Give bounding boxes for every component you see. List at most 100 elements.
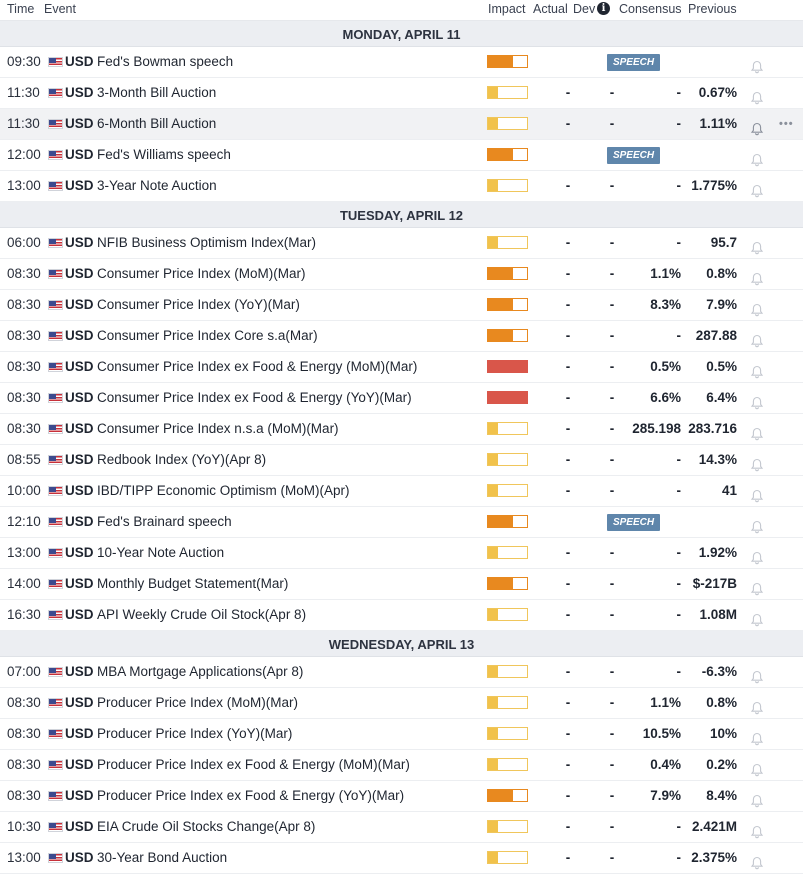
event-name[interactable]: Fed's Brainard speech bbox=[97, 514, 232, 529]
bell-icon[interactable] bbox=[750, 820, 764, 839]
event-row[interactable]: 09:30 USD Fed's Bowman speech SPEECH bbox=[0, 47, 803, 78]
event-name[interactable]: 3-Year Note Auction bbox=[97, 178, 217, 193]
bell-icon[interactable] bbox=[750, 179, 764, 198]
event-name[interactable]: 3-Month Bill Auction bbox=[97, 85, 217, 100]
event-consensus: - bbox=[676, 483, 682, 498]
event-actual: - bbox=[565, 421, 571, 436]
event-name[interactable]: 6-Month Bill Auction bbox=[97, 116, 217, 131]
event-time: 06:00 bbox=[7, 235, 41, 250]
bell-icon[interactable] bbox=[750, 515, 764, 534]
event-dev: - bbox=[609, 297, 615, 312]
event-name[interactable]: Redbook Index (YoY)(Apr 8) bbox=[97, 452, 267, 467]
bell-icon[interactable] bbox=[750, 86, 764, 105]
bell-icon[interactable] bbox=[750, 758, 764, 777]
header-impact[interactable]: Impact bbox=[488, 2, 526, 16]
bell-icon[interactable] bbox=[750, 360, 764, 379]
bell-icon[interactable] bbox=[750, 577, 764, 596]
event-row[interactable]: 08:30 USD Producer Price Index ex Food & E… bbox=[0, 750, 803, 781]
event-row[interactable]: 07:00 USD MBA Mortgage Applications(Apr 8)… bbox=[0, 657, 803, 688]
event-row[interactable]: 08:30 USD Consumer Price Index ex Food & E… bbox=[0, 352, 803, 383]
event-name[interactable]: Fed's Williams speech bbox=[97, 147, 231, 162]
event-name[interactable]: Consumer Price Index Core s.a(Mar) bbox=[97, 328, 318, 343]
event-name[interactable]: Consumer Price Index (YoY)(Mar) bbox=[97, 297, 300, 312]
bell-icon[interactable] bbox=[750, 851, 764, 870]
event-consensus: - bbox=[676, 576, 682, 591]
event-row[interactable]: 08:30 USD Producer Price Index (YoY)(Mar) -… bbox=[0, 719, 803, 750]
event-name[interactable]: Consumer Price Index ex Food & Energy (M… bbox=[97, 359, 418, 374]
event-row[interactable]: 10:00 USD IBD/TIPP Economic Optimism (MoM)… bbox=[0, 476, 803, 507]
event-row[interactable]: 06:00 USD NFIB Business Optimism Index(Mar… bbox=[0, 228, 803, 259]
event-name[interactable]: Consumer Price Index n.s.a (MoM)(Mar) bbox=[97, 421, 339, 436]
event-row[interactable]: 11:30 USD 3-Month Bill Auction - - - 0.67% bbox=[0, 78, 803, 109]
event-row[interactable]: 08:30 USD Producer Price Index (MoM)(Mar) -… bbox=[0, 688, 803, 719]
bell-icon[interactable] bbox=[750, 665, 764, 684]
event-name[interactable]: Fed's Bowman speech bbox=[97, 54, 234, 69]
event-row[interactable]: 13:00 USD 10-Year Note Auction - - - 1.92% bbox=[0, 538, 803, 569]
header-time[interactable]: Time bbox=[7, 2, 35, 16]
event-row[interactable]: 08:30 USD Consumer Price Index (MoM)(Mar) -… bbox=[0, 259, 803, 290]
bell-icon[interactable] bbox=[750, 329, 764, 348]
bell-icon[interactable] bbox=[750, 546, 764, 565]
event-name[interactable]: Producer Price Index (MoM)(Mar) bbox=[97, 695, 299, 710]
day-header: WEDNESDAY, APRIL 13 bbox=[0, 631, 803, 657]
event-name[interactable]: IBD/TIPP Economic Optimism (MoM)(Apr) bbox=[97, 483, 350, 498]
event-row[interactable]: 13:00 USD 3-Year Note Auction - - -1.775% bbox=[0, 171, 803, 202]
event-name[interactable]: 10-Year Note Auction bbox=[97, 545, 225, 560]
event-name[interactable]: Consumer Price Index (MoM)(Mar) bbox=[97, 266, 306, 281]
event-previous: 2.421M bbox=[691, 819, 737, 834]
event-row[interactable]: 14:00 USD Monthly Budget Statement(Mar) - - -… bbox=[0, 569, 803, 600]
event-time: 08:30 bbox=[7, 328, 41, 343]
event-name[interactable]: NFIB Business Optimism Index(Mar) bbox=[97, 235, 317, 250]
bell-icon[interactable] bbox=[750, 789, 764, 808]
calendar-body: MONDAY, APRIL 11 09:30 USD Fed's Bowman spe… bbox=[0, 21, 803, 874]
header-consensus[interactable]: Consensus bbox=[619, 2, 682, 16]
impact-bar bbox=[487, 851, 528, 864]
event-time: 08:30 bbox=[7, 297, 41, 312]
bell-icon[interactable] bbox=[750, 453, 764, 472]
bell-icon[interactable] bbox=[750, 391, 764, 410]
event-row[interactable]: 10:30 USD EIA Crude Oil Stocks Change(Apr … bbox=[0, 812, 803, 843]
bell-icon[interactable] bbox=[750, 236, 764, 255]
event-currency: USD bbox=[65, 54, 94, 69]
event-row[interactable]: 08:30 USD Consumer Price Index (YoY)(Mar) -… bbox=[0, 290, 803, 321]
event-name[interactable]: MBA Mortgage Applications(Apr 8) bbox=[97, 664, 304, 679]
event-name[interactable]: API Weekly Crude Oil Stock(Apr 8) bbox=[97, 607, 307, 622]
event-name[interactable]: Consumer Price Index ex Food & Energy (Y… bbox=[97, 390, 412, 405]
header-event[interactable]: Event bbox=[44, 2, 76, 16]
bell-icon[interactable] bbox=[750, 696, 764, 715]
info-icon[interactable]: i bbox=[597, 2, 610, 15]
event-row[interactable]: 08:30 USD Consumer Price Index n.s.a (MoM)… bbox=[0, 414, 803, 445]
event-name[interactable]: Producer Price Index ex Food & Energy (Y… bbox=[97, 788, 405, 803]
event-row[interactable]: 08:30 USD Consumer Price Index ex Food & E… bbox=[0, 383, 803, 414]
event-name[interactable]: Monthly Budget Statement(Mar) bbox=[97, 576, 289, 591]
event-consensus: 0.4% bbox=[650, 757, 681, 772]
event-row[interactable]: 08:30 USD Producer Price Index ex Food & E… bbox=[0, 781, 803, 812]
impact-bar bbox=[487, 727, 528, 740]
header-actual[interactable]: Actual bbox=[533, 2, 568, 16]
event-row[interactable]: 16:30 USD API Weekly Crude Oil Stock(Apr 8… bbox=[0, 600, 803, 631]
event-row[interactable]: 13:00 USD 30-Year Bond Auction - - -2.375% bbox=[0, 843, 803, 874]
event-name[interactable]: EIA Crude Oil Stocks Change(Apr 8) bbox=[97, 819, 316, 834]
event-row[interactable]: 11:30 USD 6-Month Bill Auction - - - 1.11% ••• bbox=[0, 109, 803, 140]
event-name[interactable]: 30-Year Bond Auction bbox=[97, 850, 228, 865]
bell-icon[interactable] bbox=[750, 422, 764, 441]
event-actual: - bbox=[565, 235, 571, 250]
event-row[interactable]: 12:10 USD Fed's Brainard speech SPEECH bbox=[0, 507, 803, 538]
bell-icon[interactable] bbox=[750, 298, 764, 317]
event-row[interactable]: 08:30 USD Consumer Price Index Core s.a(Ma… bbox=[0, 321, 803, 352]
bell-icon[interactable] bbox=[750, 117, 764, 136]
header-previous[interactable]: Previous bbox=[688, 2, 737, 16]
more-dots-icon[interactable]: ••• bbox=[779, 118, 794, 130]
event-row[interactable]: 12:00 USD Fed's Williams speech SPEECH bbox=[0, 140, 803, 171]
event-name[interactable]: Producer Price Index (YoY)(Mar) bbox=[97, 726, 293, 741]
event-row[interactable]: 08:55 USD Redbook Index (YoY)(Apr 8) - - - 14.… bbox=[0, 445, 803, 476]
event-name[interactable]: Producer Price Index ex Food & Energy (M… bbox=[97, 757, 410, 772]
bell-icon[interactable] bbox=[750, 55, 764, 74]
bell-icon[interactable] bbox=[750, 148, 764, 167]
bell-icon[interactable] bbox=[750, 484, 764, 503]
event-time: 08:30 bbox=[7, 266, 41, 281]
bell-icon[interactable] bbox=[750, 727, 764, 746]
header-dev[interactable]: Dev bbox=[573, 2, 596, 16]
bell-icon[interactable] bbox=[750, 267, 764, 286]
bell-icon[interactable] bbox=[750, 608, 764, 627]
